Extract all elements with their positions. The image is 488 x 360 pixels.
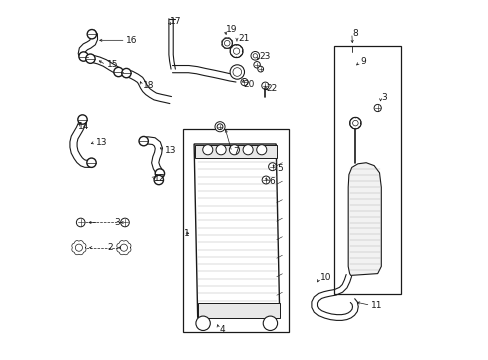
Circle shape xyxy=(373,104,381,112)
Text: 3: 3 xyxy=(381,93,386,102)
Text: 6: 6 xyxy=(268,177,274,186)
Circle shape xyxy=(85,54,95,63)
Circle shape xyxy=(196,316,210,330)
Circle shape xyxy=(203,145,212,155)
Bar xyxy=(333,46,401,294)
Polygon shape xyxy=(194,144,279,318)
Text: 8: 8 xyxy=(352,29,358,38)
Circle shape xyxy=(79,52,88,61)
Circle shape xyxy=(263,316,277,330)
Circle shape xyxy=(229,145,239,155)
Circle shape xyxy=(217,124,223,130)
Circle shape xyxy=(139,136,148,146)
Circle shape xyxy=(78,115,87,124)
Text: 4: 4 xyxy=(219,325,224,333)
Text: 14: 14 xyxy=(78,122,89,131)
Circle shape xyxy=(250,51,259,60)
Circle shape xyxy=(243,145,253,155)
Text: 1: 1 xyxy=(183,229,189,238)
Bar xyxy=(183,129,289,332)
Polygon shape xyxy=(197,303,279,318)
Circle shape xyxy=(75,244,82,251)
Circle shape xyxy=(352,120,357,126)
Circle shape xyxy=(241,78,247,86)
Text: 18: 18 xyxy=(142,81,154,90)
Circle shape xyxy=(349,117,361,129)
Text: 15: 15 xyxy=(107,60,118,69)
Circle shape xyxy=(253,62,260,68)
Circle shape xyxy=(121,218,129,227)
Text: 3: 3 xyxy=(114,218,120,227)
Text: 12: 12 xyxy=(153,174,165,183)
Text: 13: 13 xyxy=(96,138,107,147)
Circle shape xyxy=(261,82,268,89)
Text: 16: 16 xyxy=(126,36,138,45)
Circle shape xyxy=(256,145,266,155)
Circle shape xyxy=(224,40,229,46)
Circle shape xyxy=(232,68,241,76)
Circle shape xyxy=(268,163,276,171)
Circle shape xyxy=(114,67,123,77)
Circle shape xyxy=(257,66,263,72)
Circle shape xyxy=(87,158,96,167)
Text: 10: 10 xyxy=(320,274,331,282)
Circle shape xyxy=(215,122,224,132)
Polygon shape xyxy=(194,145,276,158)
Text: 9: 9 xyxy=(360,58,366,67)
Circle shape xyxy=(230,45,243,58)
Circle shape xyxy=(87,30,96,39)
Text: 20: 20 xyxy=(244,80,255,89)
Polygon shape xyxy=(347,163,381,275)
Circle shape xyxy=(233,48,239,54)
Circle shape xyxy=(253,54,257,58)
Circle shape xyxy=(76,218,85,227)
Circle shape xyxy=(216,145,225,155)
Text: 13: 13 xyxy=(164,146,176,155)
Circle shape xyxy=(222,38,232,48)
Circle shape xyxy=(262,176,269,184)
Text: 23: 23 xyxy=(259,53,270,62)
Text: 19: 19 xyxy=(225,25,237,34)
Text: 5: 5 xyxy=(276,164,282,173)
Circle shape xyxy=(155,169,164,178)
Text: 7: 7 xyxy=(232,148,238,157)
Circle shape xyxy=(230,65,244,79)
Text: 2: 2 xyxy=(107,243,112,252)
Text: 21: 21 xyxy=(238,34,249,43)
Circle shape xyxy=(154,175,163,185)
Text: 11: 11 xyxy=(370,301,382,310)
Text: 17: 17 xyxy=(169,17,181,26)
Circle shape xyxy=(120,244,127,251)
Circle shape xyxy=(122,68,131,78)
Text: 22: 22 xyxy=(266,84,278,93)
